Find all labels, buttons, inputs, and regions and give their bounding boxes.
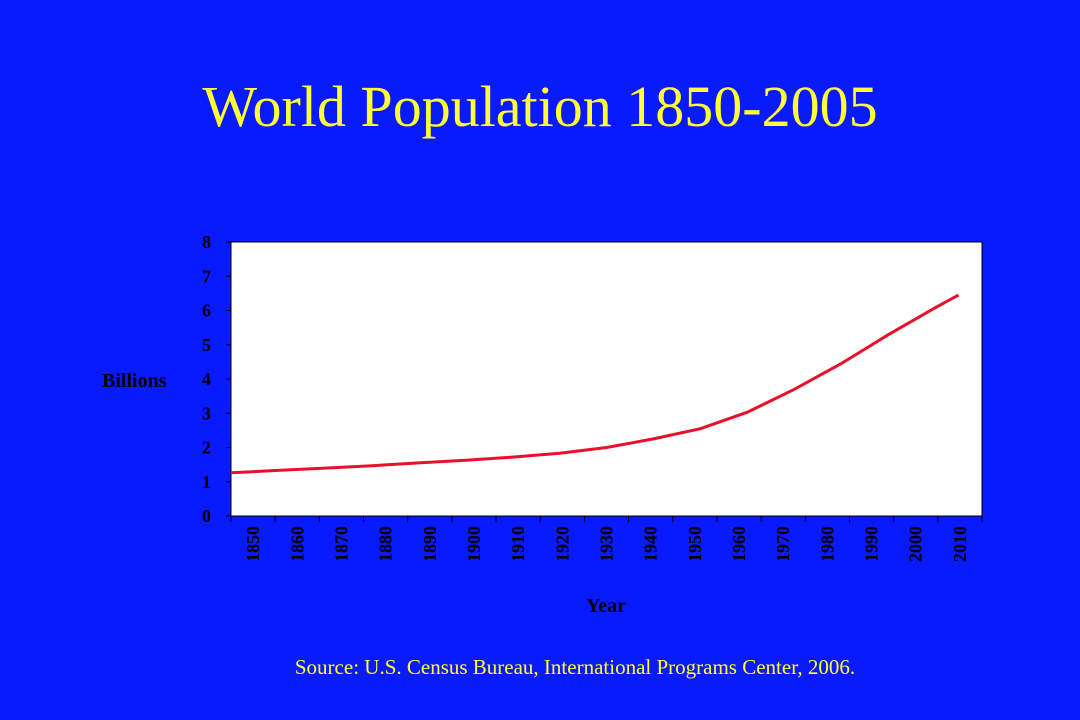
y-tick-label: 0 bbox=[202, 506, 211, 526]
y-tick-label: 8 bbox=[202, 232, 211, 252]
y-axis-label: Billions bbox=[102, 370, 167, 392]
x-tick-label: 1990 bbox=[862, 526, 882, 562]
y-tick-label: 6 bbox=[202, 301, 211, 321]
x-tick-label: 1970 bbox=[773, 526, 793, 562]
population-series-line bbox=[230, 293, 960, 475]
x-tick-label: 2000 bbox=[906, 526, 926, 562]
x-tick-label: 1940 bbox=[641, 526, 661, 562]
x-axis-ticks: 1850 1860 1870 1880 1890 1900 1910 1920 1930 1940… bbox=[230, 516, 983, 562]
y-tick-label: 3 bbox=[202, 403, 211, 423]
x-axis-label: Year bbox=[586, 595, 626, 617]
x-tick-label: 1870 bbox=[331, 526, 351, 562]
source-note: Source: U.S. Census Bureau, Internationa… bbox=[294, 655, 856, 679]
plot-area bbox=[230, 241, 983, 517]
x-tick-label: 1860 bbox=[287, 526, 307, 562]
y-axis-ticks: 0 1 2 3 4 5 6 7 8 bbox=[202, 232, 231, 526]
x-tick-label: 1980 bbox=[817, 526, 837, 562]
y-tick-label: 2 bbox=[202, 438, 211, 458]
x-tick-label: 1900 bbox=[464, 526, 484, 562]
y-tick-label: 4 bbox=[202, 369, 211, 389]
x-tick-label: 1890 bbox=[420, 526, 440, 562]
x-tick-label: 1850 bbox=[243, 526, 263, 562]
x-tick-label: 2010 bbox=[950, 526, 970, 562]
y-tick-label: 7 bbox=[202, 266, 211, 286]
y-tick-label: 1 bbox=[202, 472, 211, 492]
x-tick-label: 1950 bbox=[685, 526, 705, 562]
x-tick-label: 1910 bbox=[508, 526, 528, 562]
x-tick-label: 1920 bbox=[552, 526, 572, 562]
slide-title: World Population 1850-2005 bbox=[202, 74, 878, 139]
x-tick-label: 1880 bbox=[376, 526, 396, 562]
x-tick-label: 1960 bbox=[729, 526, 749, 562]
y-tick-label: 5 bbox=[202, 335, 211, 355]
x-tick-label: 1930 bbox=[597, 526, 617, 562]
